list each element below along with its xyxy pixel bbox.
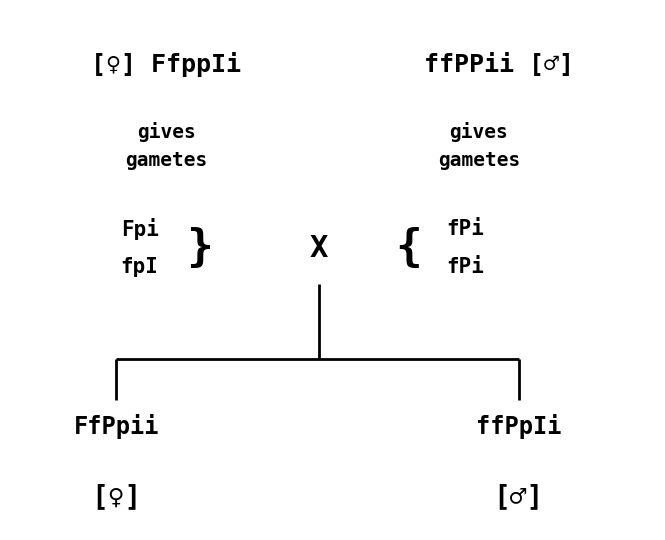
Text: Fpi: Fpi: [121, 219, 158, 240]
Text: fPi: fPi: [447, 219, 484, 240]
Text: {: {: [396, 227, 422, 270]
Text: [♀]: [♀]: [91, 483, 142, 511]
Text: X: X: [310, 234, 329, 263]
Text: ffPPii [♂]: ffPPii [♂]: [424, 53, 574, 77]
Text: FfPpii: FfPpii: [74, 414, 159, 439]
Text: [♀] FfppIi: [♀] FfppIi: [91, 52, 241, 77]
Text: }: }: [186, 227, 213, 270]
Text: fPi: fPi: [447, 257, 484, 278]
Text: fpI: fpI: [121, 257, 158, 278]
Text: gives
gametes: gives gametes: [438, 122, 520, 170]
Text: ffPpIi: ffPpIi: [476, 414, 561, 439]
Text: [♂]: [♂]: [493, 483, 544, 511]
Text: gives
gametes: gives gametes: [125, 122, 207, 170]
